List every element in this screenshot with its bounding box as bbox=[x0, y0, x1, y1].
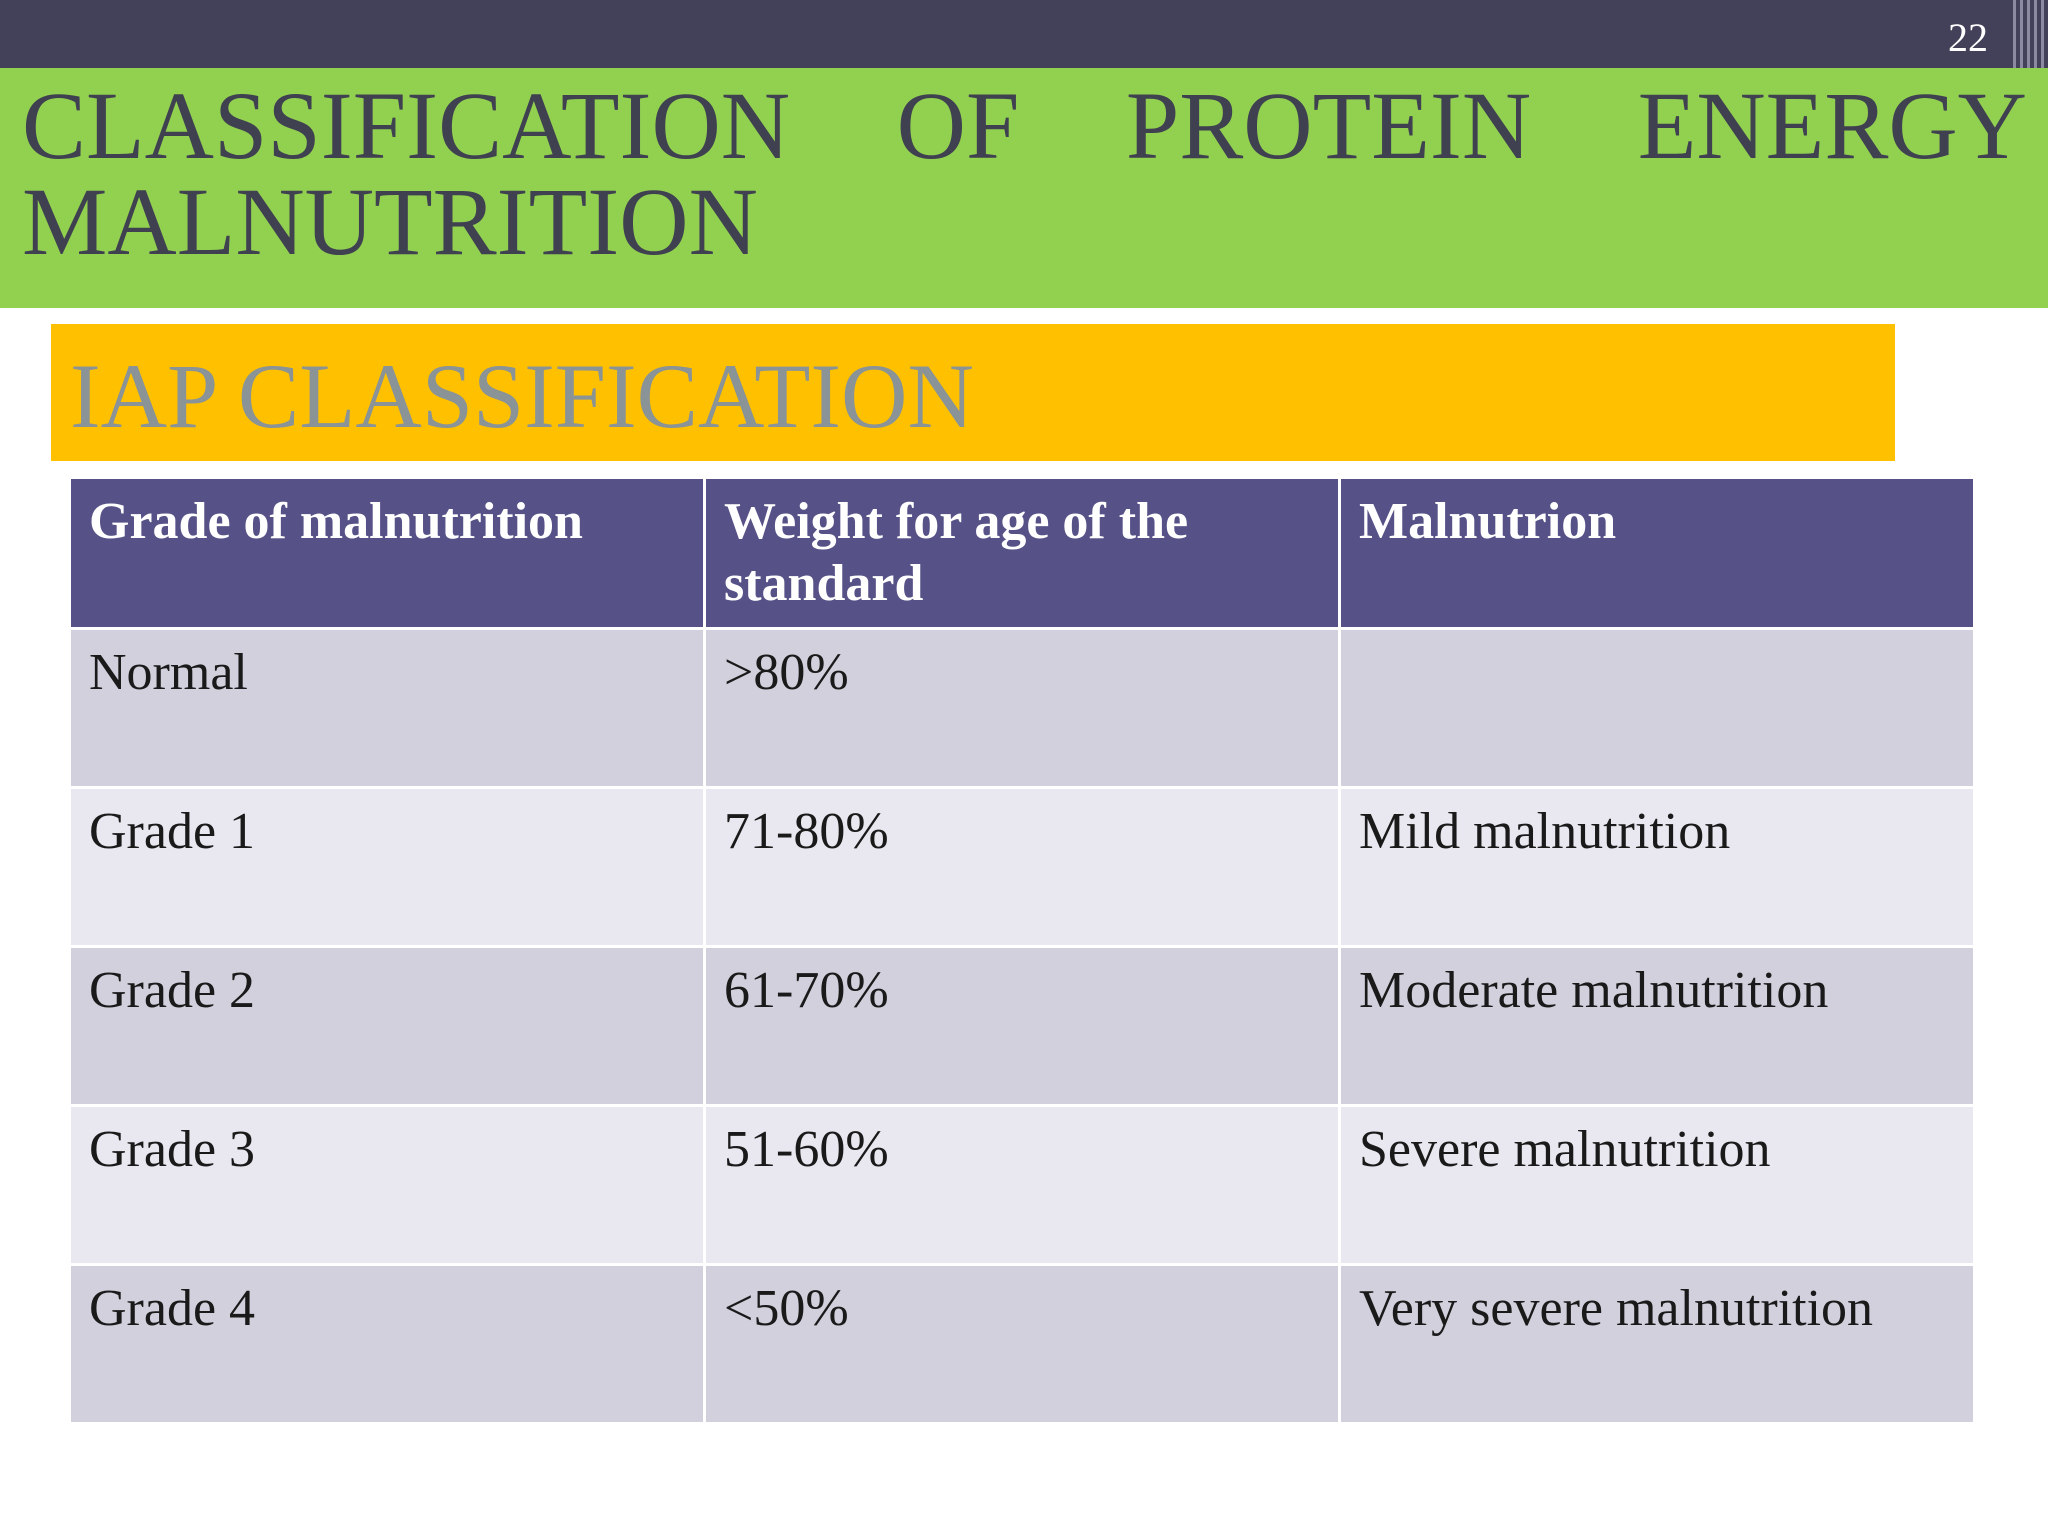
table-row: Grade 4 <50% Very severe malnutrition bbox=[68, 1263, 1976, 1425]
cell-malnutrition: Mild malnutrition bbox=[1338, 786, 1976, 948]
classification-table: Grade of malnutrition Weight for age of … bbox=[68, 476, 1976, 1425]
title-band bbox=[0, 68, 2048, 308]
table-row: Grade 1 71-80% Mild malnutrition bbox=[68, 786, 1976, 948]
cell-malnutrition: Moderate malnutrition bbox=[1338, 945, 1976, 1107]
table-row: Grade 3 51-60% Severe malnutrition bbox=[68, 1104, 1976, 1266]
stripe bbox=[2020, 0, 2023, 68]
slide-subtitle: IAP CLASSIFICATION bbox=[70, 345, 974, 447]
cell-weight: <50% bbox=[703, 1263, 1341, 1425]
table-header-row: Grade of malnutrition Weight for age of … bbox=[68, 476, 1976, 630]
cell-malnutrition: Very severe malnutrition bbox=[1338, 1263, 1976, 1425]
stripe bbox=[2034, 0, 2037, 68]
header-grade: Grade of malnutrition bbox=[68, 476, 706, 630]
decorative-stripes bbox=[1992, 0, 2048, 68]
cell-grade: Normal bbox=[68, 627, 706, 789]
top-bar: 22 bbox=[0, 0, 2048, 68]
slide-title: CLASSIFICATION OF PROTEIN ENERGY MALNUTR… bbox=[22, 72, 2027, 275]
stripe bbox=[2013, 0, 2016, 68]
cell-grade: Grade 4 bbox=[68, 1263, 706, 1425]
stripe bbox=[2027, 0, 2030, 68]
cell-grade: Grade 1 bbox=[68, 786, 706, 948]
cell-weight: 71-80% bbox=[703, 786, 1341, 948]
subtitle-band bbox=[51, 324, 1895, 461]
stripe bbox=[2041, 0, 2044, 68]
cell-malnutrition bbox=[1338, 627, 1976, 789]
cell-grade: Grade 2 bbox=[68, 945, 706, 1107]
table-row: Normal >80% bbox=[68, 627, 1976, 789]
cell-weight: 51-60% bbox=[703, 1104, 1341, 1266]
table-row: Grade 2 61-70% Moderate malnutrition bbox=[68, 945, 1976, 1107]
cell-weight: >80% bbox=[703, 627, 1341, 789]
cell-malnutrition: Severe malnutrition bbox=[1338, 1104, 1976, 1266]
header-malnutrition: Malnutrion bbox=[1338, 476, 1976, 630]
slide-number: 22 bbox=[1948, 15, 1988, 60]
header-weight-for-age: Weight for age of the standard bbox=[703, 476, 1341, 630]
cell-weight: 61-70% bbox=[703, 945, 1341, 1107]
cell-grade: Grade 3 bbox=[68, 1104, 706, 1266]
